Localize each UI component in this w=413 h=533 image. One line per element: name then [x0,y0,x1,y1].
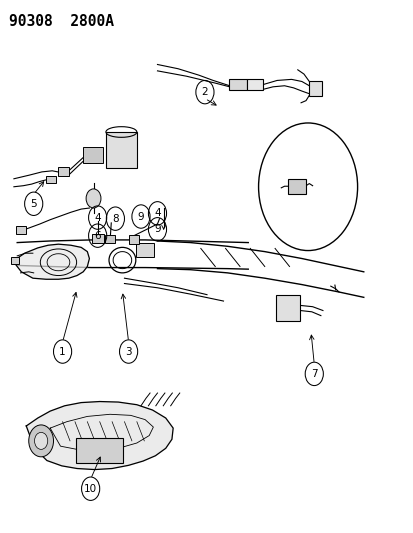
FancyBboxPatch shape [246,79,263,90]
Circle shape [258,123,357,251]
FancyBboxPatch shape [83,148,103,164]
Text: 4: 4 [154,208,160,219]
FancyBboxPatch shape [11,257,19,264]
Text: 9: 9 [154,224,160,235]
FancyBboxPatch shape [16,226,26,234]
Text: 8: 8 [112,214,119,224]
Text: 9: 9 [138,212,144,222]
Text: 3: 3 [125,346,132,357]
FancyBboxPatch shape [105,235,115,243]
Text: 7: 7 [310,369,317,379]
Text: 5: 5 [30,199,37,209]
FancyBboxPatch shape [58,167,69,175]
Text: 4: 4 [94,213,101,223]
Polygon shape [26,401,173,470]
Text: 6: 6 [94,231,101,241]
Text: 2: 2 [201,87,208,97]
Circle shape [34,432,47,449]
FancyBboxPatch shape [287,179,305,193]
FancyBboxPatch shape [46,175,56,183]
Bar [275,295,299,321]
Bar [106,132,137,168]
Text: 10: 10 [84,484,97,494]
FancyBboxPatch shape [136,243,153,257]
FancyBboxPatch shape [308,81,321,96]
Circle shape [28,425,53,457]
FancyBboxPatch shape [129,235,139,244]
Bar [76,438,123,463]
FancyBboxPatch shape [92,233,104,243]
Text: 1: 1 [59,346,66,357]
Text: 90308  2800A: 90308 2800A [9,14,114,29]
FancyBboxPatch shape [229,79,247,90]
Circle shape [86,189,101,208]
Polygon shape [13,244,89,279]
